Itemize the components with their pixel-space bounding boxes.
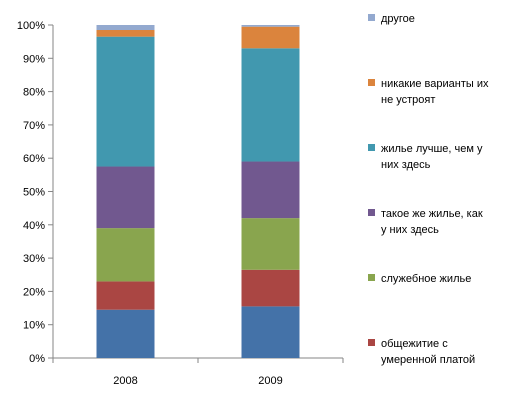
legend-label: жилье лучше, чем у (381, 143, 483, 155)
legend-swatch (368, 79, 375, 86)
bar-segment (241, 48, 300, 162)
y-tick-label: 100% (17, 20, 45, 32)
axes: 0% 10% 20% 30% 40% 50% 60% 70% 80% 90% 100% 2008 200… (17, 20, 344, 387)
bar-segment (241, 26, 300, 49)
bars (96, 25, 300, 358)
y-tick-label: 10% (23, 320, 45, 332)
y-tick-label: 90% (23, 53, 45, 65)
y-tick-label: 70% (23, 120, 45, 132)
y-tick-label: 0% (29, 353, 45, 365)
bar-segment (96, 309, 155, 358)
bar-segment (241, 25, 300, 27)
y-tick-label: 80% (23, 87, 45, 99)
bar-segment (241, 306, 300, 358)
legend-swatch (368, 274, 375, 281)
legend-label: у них здесь (381, 224, 439, 236)
legend-label: никакие варианты их (381, 78, 489, 90)
y-tick-label: 20% (23, 286, 45, 298)
legend-label: такое же жилье, как (381, 208, 483, 220)
legend-label: служебное жилье (381, 273, 471, 285)
bar-segment (96, 29, 155, 37)
legend-label: них здесь (381, 159, 431, 171)
legend-label: умеренной платой (381, 354, 475, 366)
legend-swatch (368, 14, 375, 21)
y-tick-label: 40% (23, 220, 45, 232)
y-tick-label: 30% (23, 253, 45, 265)
x-tick-label: 2008 (113, 375, 137, 387)
bar-segment (241, 161, 300, 219)
bar-segment (96, 25, 155, 30)
legend-label: общежитие с (381, 338, 448, 350)
legend-label: не устроят (381, 94, 435, 106)
y-tick-label: 60% (23, 153, 45, 165)
bar-segment (96, 36, 155, 167)
bar-segment (96, 281, 155, 310)
y-tick-label: 50% (23, 187, 45, 199)
x-tick-label: 2009 (258, 375, 282, 387)
legend: другое никакие варианты их не устроят жилье… (368, 13, 489, 366)
legend-swatch (368, 209, 375, 216)
legend-label: другое (381, 13, 415, 25)
bar-segment (96, 228, 155, 282)
legend-swatch (368, 339, 375, 346)
legend-swatch (368, 144, 375, 151)
bar-segment (241, 218, 300, 270)
bar-segment (96, 166, 155, 229)
bar-segment (241, 269, 300, 307)
